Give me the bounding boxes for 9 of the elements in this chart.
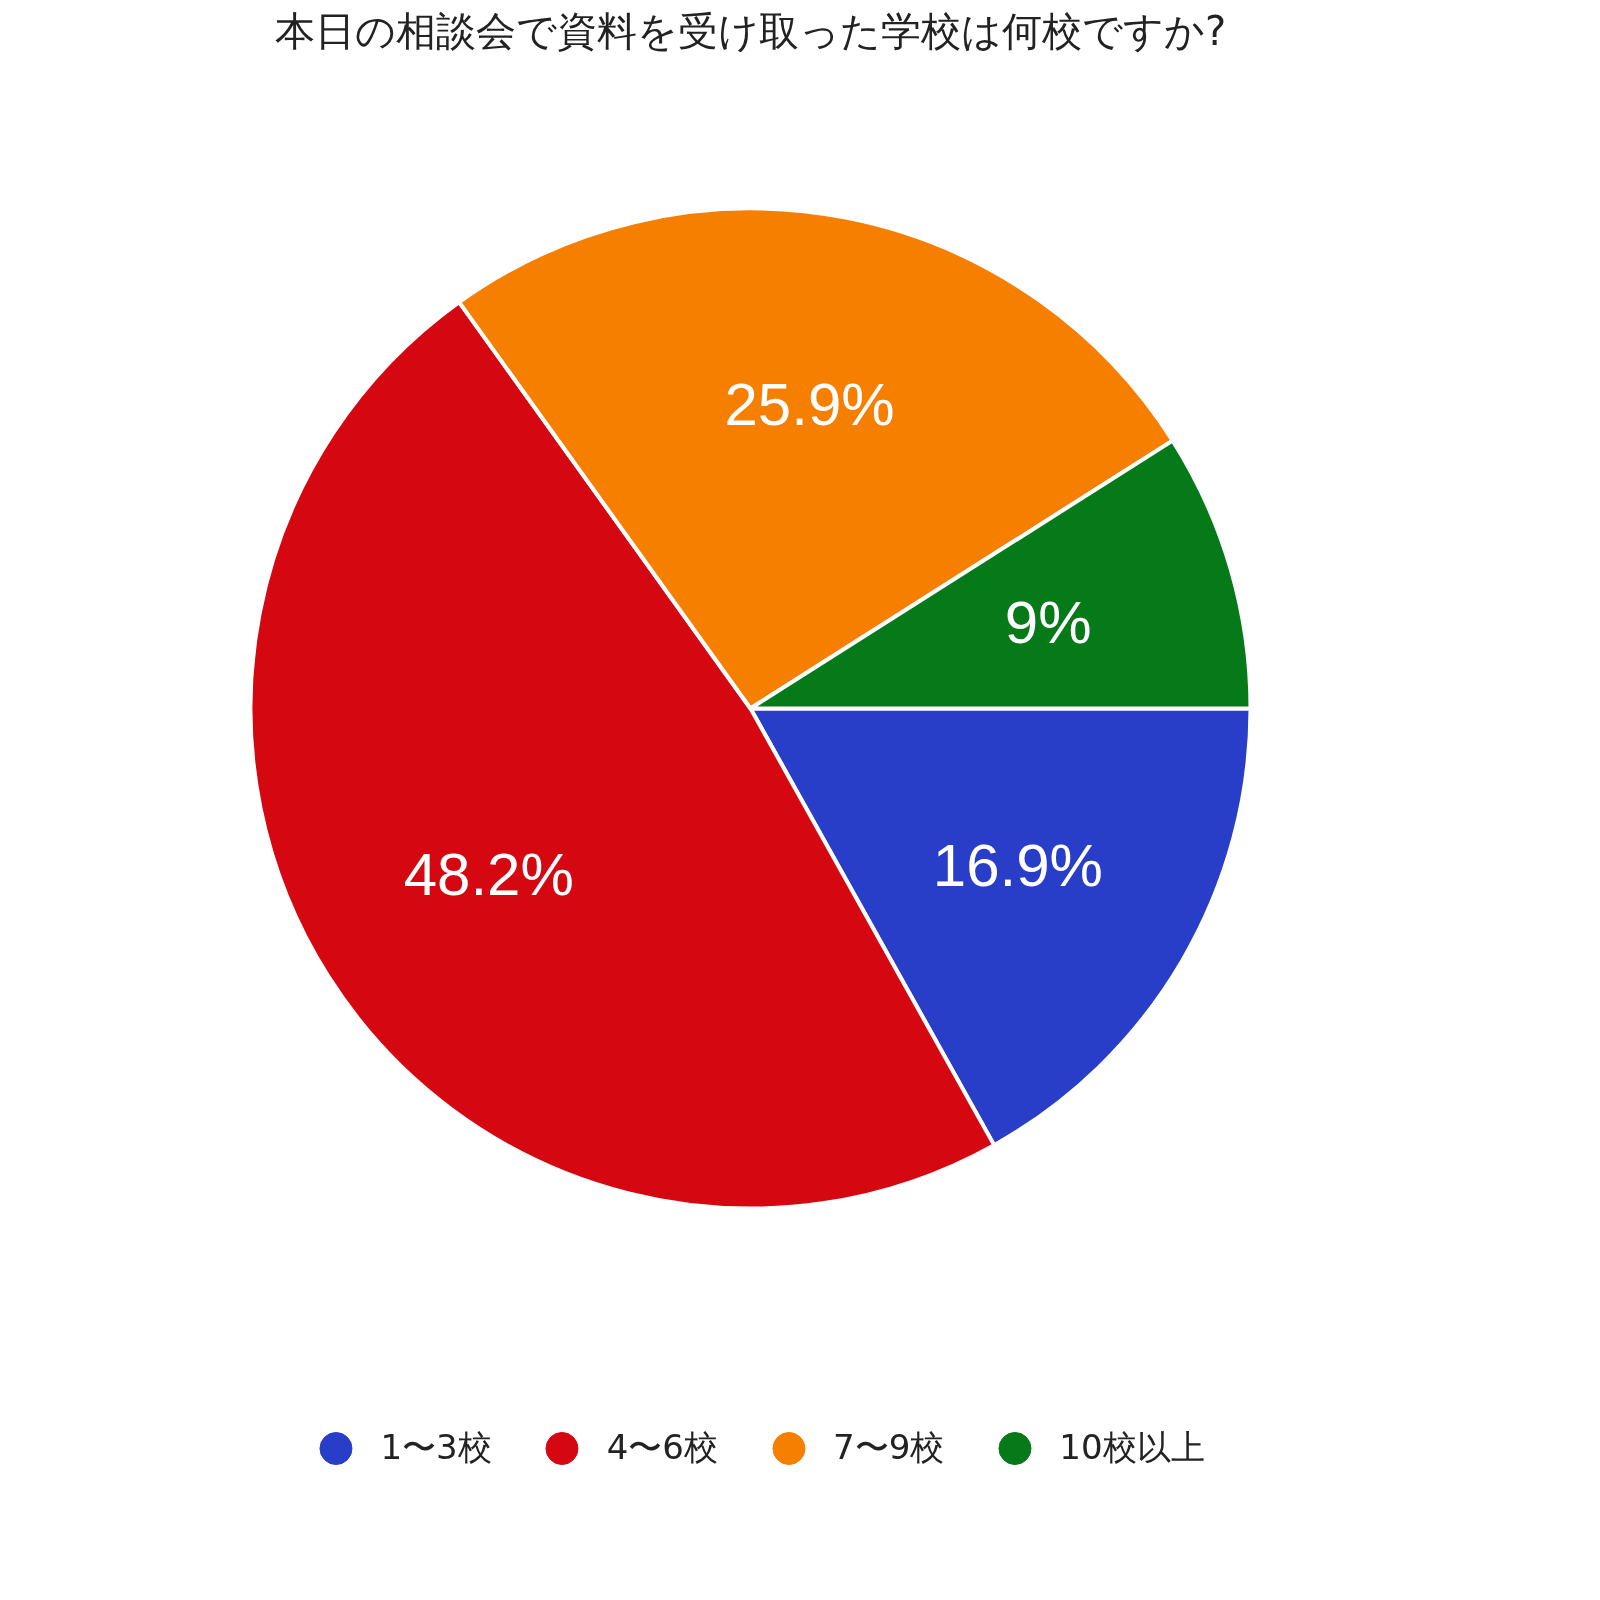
legend-label: 4〜6校	[606, 1426, 718, 1469]
legend-label: 10校以上	[1059, 1426, 1205, 1469]
data-label: 25.9%	[724, 370, 895, 438]
data-label: 16.9%	[932, 831, 1103, 899]
legend-label: 1〜3校	[380, 1426, 492, 1469]
legend-label: 7〜9校	[833, 1426, 945, 1469]
data-label: 48.2%	[403, 841, 574, 909]
chart-title: 本日の相談会で資料を受け取った学校は何校ですか?	[274, 7, 1227, 54]
data-label: 9%	[1004, 588, 1092, 656]
